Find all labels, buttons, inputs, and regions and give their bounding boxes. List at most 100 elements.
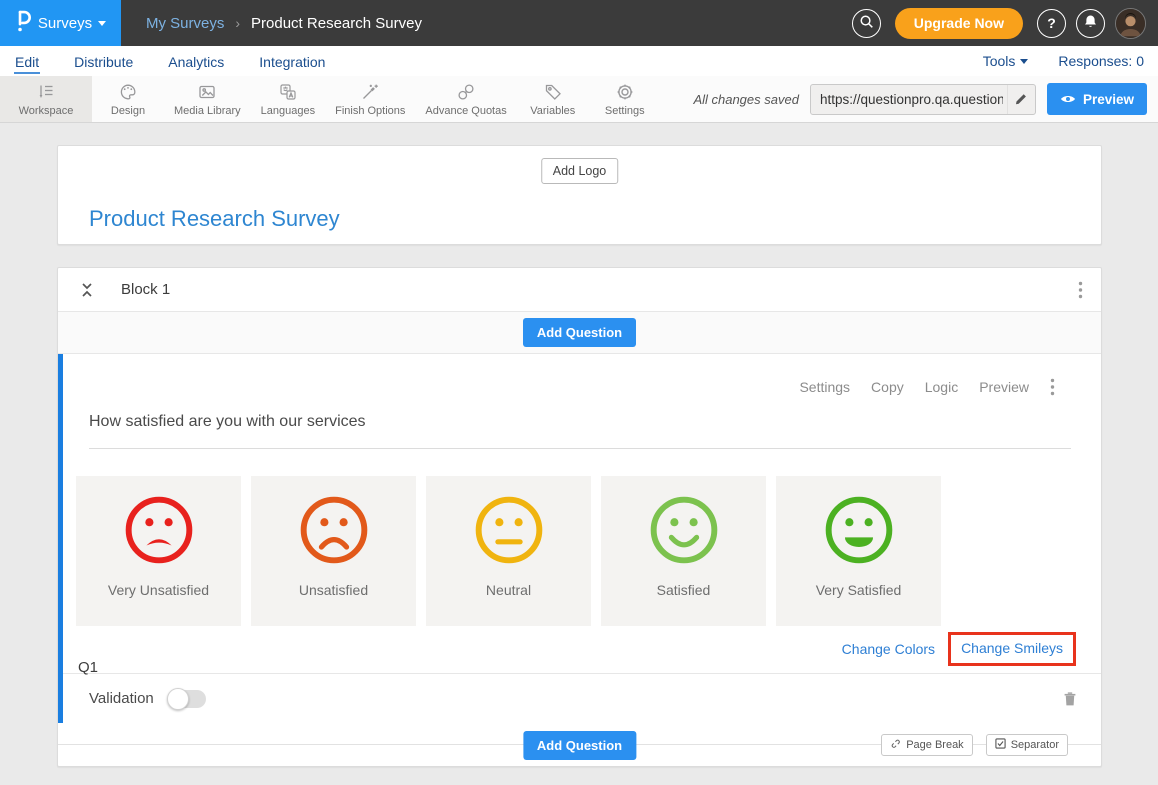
image-icon <box>197 82 217 102</box>
add-question-band-top: Add Question <box>58 312 1101 354</box>
top-navbar: Surveys My Surveys › Product Research Su… <box>0 0 1158 46</box>
eye-icon <box>1060 92 1076 107</box>
question-mark-icon: ? <box>1047 15 1056 31</box>
palette-icon <box>118 82 138 102</box>
tools-menu[interactable]: Tools <box>983 53 1029 69</box>
user-avatar[interactable] <box>1115 7 1146 39</box>
collapse-block-button[interactable] <box>80 282 94 298</box>
option-label: Very Satisfied <box>815 582 902 598</box>
tab-edit[interactable]: Edit <box>14 49 41 74</box>
question-number: Q1 <box>78 659 99 676</box>
magic-wand-icon <box>360 82 380 102</box>
question-logic-link[interactable]: Logic <box>924 379 959 395</box>
option-label: Satisfied <box>656 582 711 598</box>
breadcrumb-my-surveys[interactable]: My Surveys <box>146 14 225 32</box>
product-logo-menu[interactable]: Surveys <box>0 0 121 46</box>
toolbar-item-settings[interactable]: Settings <box>589 76 661 122</box>
change-smileys-link[interactable]: Change Smileys <box>961 640 1063 656</box>
add-question-button-bottom[interactable]: Add Question <box>522 731 637 760</box>
chevron-down-icon <box>98 20 107 26</box>
option-very-unsatisfied[interactable]: Very Unsatisfied <box>76 476 241 626</box>
survey-title[interactable]: Product Research Survey <box>89 206 340 231</box>
question-settings-link[interactable]: Settings <box>799 379 851 395</box>
option-label: Very Unsatisfied <box>107 582 210 598</box>
very-satisfied-smiley-icon <box>825 496 892 564</box>
help-button[interactable]: ? <box>1037 8 1066 38</box>
validation-label: Validation <box>89 690 154 707</box>
trash-icon <box>1064 691 1076 705</box>
survey-url-box <box>809 83 1036 115</box>
option-label: Neutral <box>485 582 532 598</box>
workspace-icon <box>36 82 56 102</box>
survey-url-input[interactable] <box>810 91 1007 107</box>
option-satisfied[interactable]: Satisfied <box>601 476 766 626</box>
annotation-highlight-box: Change Smileys <box>948 632 1076 666</box>
option-very-satisfied[interactable]: Very Satisfied <box>776 476 941 626</box>
toolbar-item-design[interactable]: Design <box>92 76 164 122</box>
breadcrumb-separator: › <box>235 15 241 31</box>
translate-icon <box>278 82 298 102</box>
save-status-text: All changes saved <box>693 91 799 107</box>
question-options-button[interactable] <box>1050 378 1055 396</box>
toolbar-item-workspace[interactable]: Workspace <box>0 76 92 122</box>
toolbar-item-languages[interactable]: Languages <box>251 76 325 122</box>
option-neutral[interactable]: Neutral <box>426 476 591 626</box>
edit-url-button[interactable] <box>1006 84 1035 114</box>
block-header: Block 1 <box>58 268 1101 312</box>
add-logo-button[interactable]: Add Logo <box>540 158 619 184</box>
toolbar-item-variables[interactable]: Variables <box>517 76 589 122</box>
add-question-band-bottom: Add Question Page Break <box>58 723 1101 766</box>
toolbar-item-finish-options[interactable]: Finish Options <box>325 76 415 122</box>
notifications-button[interactable] <box>1076 8 1105 38</box>
search-icon <box>859 14 874 32</box>
toolbar-item-media-library[interactable]: Media Library <box>164 76 251 122</box>
question-preview-link[interactable]: Preview <box>979 379 1029 395</box>
breadcrumb-current-survey: Product Research Survey <box>251 14 422 32</box>
very-unsatisfied-smiley-icon <box>125 496 192 564</box>
chain-links-icon <box>456 82 476 102</box>
option-label: Unsatisfied <box>298 582 369 598</box>
smiley-scale: Very Unsatisfied Unsatisfied <box>76 476 1101 626</box>
gear-icon <box>615 82 635 102</box>
preview-button[interactable]: Preview <box>1046 83 1147 115</box>
block-card: Block 1 Add Question Settings Copy Logic… <box>57 267 1102 767</box>
question-editor: Settings Copy Logic Preview How satisfie… <box>58 354 1101 723</box>
delete-question-button[interactable] <box>1063 691 1077 707</box>
collapse-icon <box>82 282 92 297</box>
questionpro-logo-icon <box>15 9 32 38</box>
toggle-knob <box>166 687 189 710</box>
page-break-icon <box>890 738 901 752</box>
tag-icon <box>543 82 563 102</box>
bell-icon <box>1083 14 1098 32</box>
page-break-button[interactable]: Page Break <box>881 734 973 756</box>
block-title[interactable]: Block 1 <box>121 281 171 298</box>
satisfied-smiley-icon <box>650 496 717 564</box>
tab-distribute[interactable]: Distribute <box>74 53 134 70</box>
checkbox-icon <box>995 738 1006 752</box>
separator-button[interactable]: Separator <box>985 734 1068 756</box>
validation-toggle[interactable] <box>166 687 206 710</box>
topnav-actions: Upgrade Now ? <box>851 7 1158 39</box>
breadcrumb: My Surveys › Product Research Survey <box>146 15 422 32</box>
survey-header-card: Add Logo Product Research Survey <box>57 145 1102 245</box>
chevron-down-icon <box>1020 58 1029 64</box>
tab-integration[interactable]: Integration <box>259 53 326 70</box>
question-text[interactable]: How satisfied are you with our services <box>89 413 366 430</box>
tab-analytics[interactable]: Analytics <box>168 53 225 70</box>
block-options-button[interactable] <box>1078 281 1083 299</box>
toolbar-item-advance-quotas[interactable]: Advance Quotas <box>415 76 516 122</box>
change-colors-link[interactable]: Change Colors <box>841 641 936 657</box>
kebab-icon <box>1078 281 1083 298</box>
surveys-menu-label: Surveys <box>37 14 93 32</box>
add-question-button-top[interactable]: Add Question <box>522 318 637 347</box>
option-unsatisfied[interactable]: Unsatisfied <box>251 476 416 626</box>
question-copy-link[interactable]: Copy <box>871 379 904 395</box>
unsatisfied-smiley-icon <box>300 496 367 564</box>
upgrade-now-button[interactable]: Upgrade Now <box>894 7 1023 39</box>
question-menu: Settings Copy Logic Preview <box>63 354 1101 396</box>
kebab-icon <box>1050 378 1055 396</box>
validation-row: Validation <box>63 673 1101 723</box>
pencil-icon <box>1016 94 1027 105</box>
search-button[interactable] <box>851 8 881 38</box>
editor-canvas: Add Logo Product Research Survey Block 1… <box>0 123 1158 767</box>
